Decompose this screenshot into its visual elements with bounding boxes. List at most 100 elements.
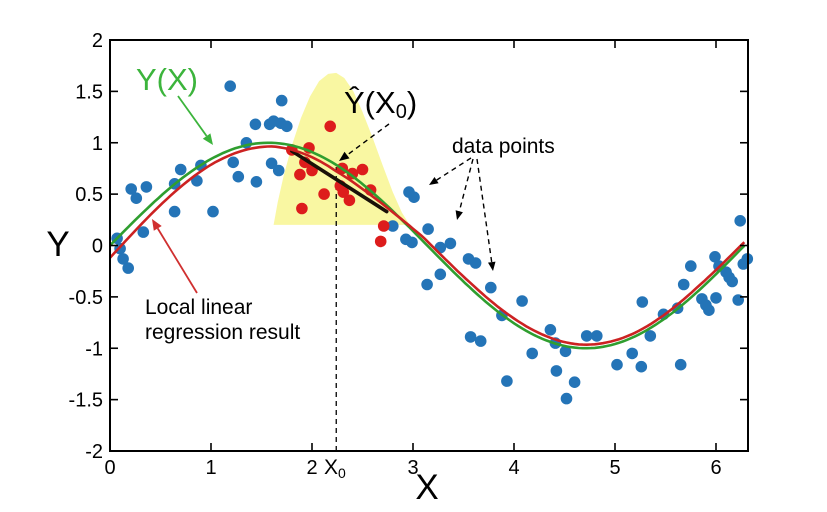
data-point xyxy=(734,215,746,227)
true-function-curve xyxy=(109,141,746,350)
data-point xyxy=(550,365,563,377)
data-point xyxy=(191,175,203,187)
data-points-arrow-2-shaft xyxy=(458,158,474,212)
data-point xyxy=(168,205,181,218)
yx-arrow-head xyxy=(202,133,213,145)
x-tick-label: 0 xyxy=(104,457,115,479)
data-point xyxy=(464,331,477,343)
y-tick-label: -0.5 xyxy=(69,287,103,309)
x-tick-label: 6 xyxy=(710,457,721,479)
kernel-weighted-point xyxy=(374,235,387,248)
kernel-weighted-point xyxy=(346,167,359,180)
local-fit-segment xyxy=(289,149,389,214)
data-point xyxy=(709,250,721,263)
axes-layer: 0 1 2 3 4 5 6 2 1.5 1 0.5 0 -0.5 -1 -1.5 -2 xyxy=(69,30,749,479)
curves-layer xyxy=(109,141,746,350)
data-point xyxy=(140,181,153,193)
y-axis-label: Y xyxy=(46,225,69,264)
data-point xyxy=(265,157,278,170)
data-point xyxy=(644,330,657,342)
data-point xyxy=(474,335,487,347)
data-point xyxy=(281,120,293,133)
data-points-arrow-1-shaft xyxy=(436,157,472,181)
data-point xyxy=(408,191,420,203)
data-point xyxy=(444,237,457,250)
x-tick-label: 1 xyxy=(205,457,216,479)
data-point xyxy=(421,278,433,291)
regression-label-line2: regression result xyxy=(145,321,300,344)
data-point xyxy=(406,236,418,249)
data-point xyxy=(224,80,236,92)
y-tick-label: -2 xyxy=(85,441,103,463)
kernel-weighted-point xyxy=(318,188,330,200)
data-point xyxy=(130,192,143,204)
data-point xyxy=(232,170,245,183)
data-point xyxy=(560,392,573,405)
data-points-arrow-3-head xyxy=(488,261,496,271)
data-point xyxy=(626,347,638,360)
data-point xyxy=(501,375,513,387)
x-tick-label: 4 xyxy=(508,457,519,479)
data-point xyxy=(207,205,219,218)
regression-arrow-head xyxy=(152,219,162,231)
kernel-weighted-point xyxy=(296,202,308,215)
kernel-weighted-point xyxy=(343,194,356,207)
data-point xyxy=(726,275,738,288)
annotation-arrow-layer xyxy=(152,95,496,294)
data-point xyxy=(275,94,288,107)
data-point xyxy=(137,226,150,238)
data-point xyxy=(526,347,538,360)
y-tick-label: -1 xyxy=(85,338,103,360)
data-point xyxy=(422,223,434,235)
regression-arrow-shaft xyxy=(156,227,198,294)
x-axis-label: X xyxy=(415,468,438,507)
data-point xyxy=(227,156,239,169)
y-tick-label: 1.5 xyxy=(75,81,103,103)
regression-label-line1: Local linear xyxy=(145,296,252,319)
data-points-arrow-2 xyxy=(455,158,474,220)
kernel-weighted-point xyxy=(294,168,306,181)
data-point xyxy=(710,292,722,304)
data-point xyxy=(387,220,399,232)
kernel-weighted-point xyxy=(377,220,390,232)
data-point xyxy=(249,118,262,131)
data-point xyxy=(485,281,497,294)
kernel-weighted-point xyxy=(324,120,337,133)
data-point xyxy=(677,278,690,291)
data-points-arrow-1-head xyxy=(429,177,439,185)
data-point xyxy=(635,360,648,373)
y-tick-label: 0.5 xyxy=(75,184,103,206)
data-point xyxy=(611,358,623,371)
data-point xyxy=(117,253,129,265)
data-point xyxy=(544,324,557,336)
data-point xyxy=(685,260,697,272)
data-point xyxy=(568,376,581,389)
data-point xyxy=(434,268,447,281)
regression-curve xyxy=(109,145,746,347)
data-points-arrow-3-shaft xyxy=(476,158,493,263)
data-point xyxy=(469,257,482,269)
data-point xyxy=(591,330,603,342)
x-tick-label: 3 xyxy=(407,457,418,479)
data-points-arrow-2-head xyxy=(455,210,463,220)
y-tick-label: 0 xyxy=(92,236,103,258)
data-point xyxy=(125,183,137,195)
data-points-arrow-3 xyxy=(476,158,496,271)
data-point xyxy=(674,358,687,371)
yx-arrow xyxy=(177,95,213,145)
data-points-label: data points xyxy=(452,135,555,158)
data-point xyxy=(516,295,528,307)
yhat-arrow-head xyxy=(339,151,350,161)
data-point xyxy=(272,164,285,177)
y-tick-label: 1 xyxy=(92,133,103,155)
data-point xyxy=(559,345,572,358)
data-point xyxy=(732,294,744,306)
y-tick-label: -1.5 xyxy=(69,390,103,412)
yhat-arrow xyxy=(339,123,390,161)
annotation-text-layer: Y(X) Ŷ(X0) data points Local linearregressi… xyxy=(46,62,554,507)
kernel-weighted-point xyxy=(337,186,350,198)
true-function-label: Y(X) xyxy=(136,62,198,97)
estimate-at-x0-label: Ŷ(X0) xyxy=(344,85,417,123)
data-points-arrow-1 xyxy=(429,157,472,185)
